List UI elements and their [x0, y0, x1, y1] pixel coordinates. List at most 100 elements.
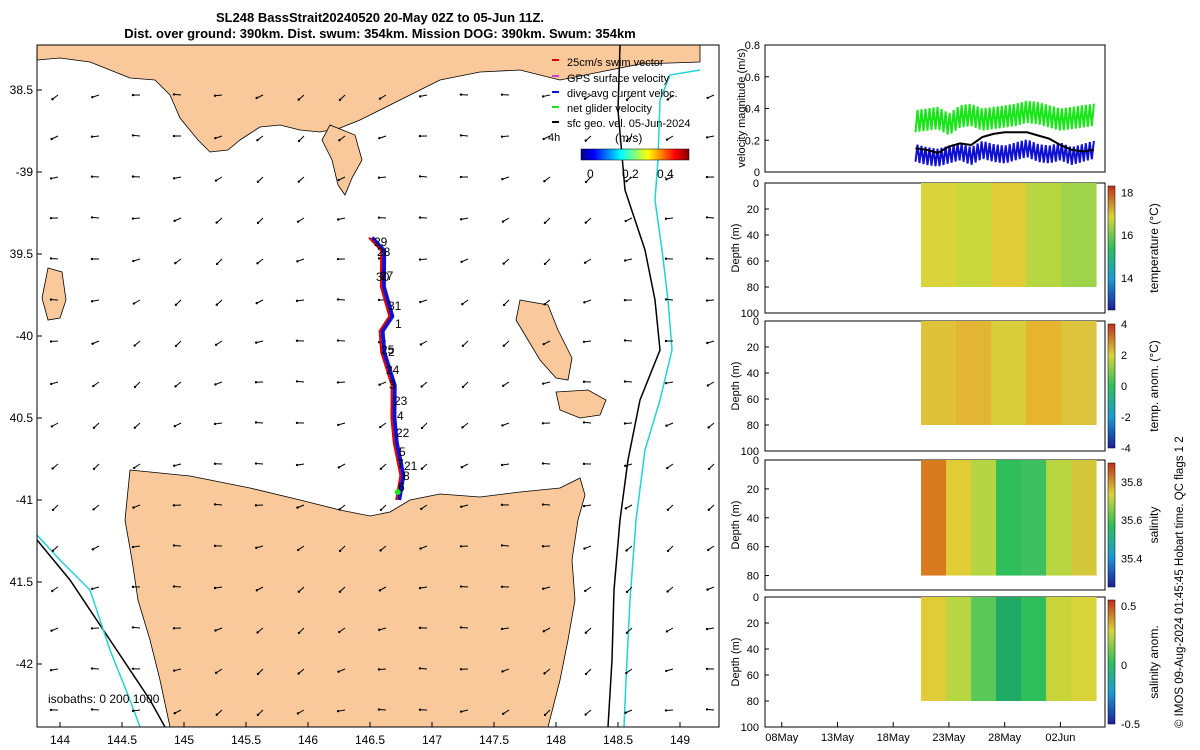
current-arrow-head [501, 712, 505, 716]
credit-text: © IMOS 09-Aug-2024 01:45:45 Hobart time.… [1174, 436, 1186, 728]
current-arrow-head [172, 177, 176, 180]
current-arrow-head [295, 421, 299, 425]
current-arrow-head [172, 627, 176, 630]
current-arrow-head [255, 301, 258, 305]
heatmap-cell [956, 183, 992, 287]
current-arrow-head [214, 343, 218, 347]
current-arrow-head [418, 258, 422, 261]
current-arrow-head [461, 302, 464, 306]
current-arrow-head [584, 589, 587, 593]
track-day-label: 28 [377, 245, 391, 259]
current-arrow-head [336, 218, 340, 221]
heatmap-colorbar [1107, 599, 1116, 725]
current-arrow-head [460, 466, 464, 469]
current-arrow-head [420, 507, 423, 511]
current-arrow-head [90, 135, 94, 138]
current-arrow-head [707, 508, 711, 511]
current-arrow-head [296, 712, 300, 715]
heatmap-ytick-label: 40 [747, 368, 759, 380]
current-arrow-head [542, 137, 545, 141]
current-arrow-head [665, 630, 669, 633]
current-arrow-head [295, 339, 299, 342]
heatmap-ytick-label: 0 [753, 592, 759, 604]
current-arrow-head [625, 631, 629, 634]
colorbar-tick-label: 35.6 [1121, 515, 1142, 527]
current-arrow-head [542, 630, 546, 633]
current-arrow-head [378, 137, 381, 140]
current-arrow-head [49, 340, 53, 343]
current-arrow-head [664, 339, 668, 343]
heatmap-cell [971, 460, 997, 576]
heatmap-ytick-label: 40 [747, 230, 759, 242]
track-day-label: 7 [397, 457, 404, 471]
current-arrow-head [500, 93, 504, 96]
vel-ytick-label: 0.6 [745, 72, 760, 84]
heatmap-ytick-label: 40 [747, 644, 759, 656]
current-arrow-head [459, 93, 463, 96]
heatmap-cell [996, 597, 1022, 701]
heatmap-cell [1021, 460, 1047, 576]
track-day-label: 21 [404, 459, 418, 473]
current-arrow-head [459, 545, 463, 548]
current-arrow-head [173, 669, 176, 672]
current-arrow-head [623, 380, 627, 383]
current-arrow-head [705, 667, 709, 671]
current-arrow-head [295, 463, 299, 467]
current-arrow-head [501, 384, 505, 388]
current-arrow-head [666, 590, 669, 593]
colorbar-tick-label: 0.5 [1121, 601, 1136, 613]
heatmap-ytick-label: 80 [747, 420, 759, 432]
current-arrow-head [213, 462, 217, 465]
current-arrow-head [459, 710, 463, 713]
heatmap-clabel: temp. anom. (°C) [1147, 340, 1161, 432]
heatmap-ytick-label: 0 [753, 316, 759, 328]
chart-title-line2: Dist. over ground: 390km. Dist. swum: 35… [124, 26, 636, 41]
current-arrow-head [501, 177, 504, 181]
colorbar-tick-label: 18 [1121, 187, 1133, 199]
current-arrow-head [172, 544, 176, 547]
current-arrow-head [255, 96, 258, 100]
current-arrow-head [624, 711, 627, 714]
current-arrow-head [215, 221, 218, 224]
current-arrow-head [707, 548, 710, 552]
current-arrow-head [624, 507, 628, 510]
track-day-label: 25 [381, 343, 395, 357]
isobath-200 [607, 45, 661, 727]
current-arrow-head [582, 462, 586, 466]
current-arrow-head [418, 586, 422, 590]
current-arrow-head [297, 590, 301, 593]
current-arrow-head [254, 381, 258, 384]
velocity-series-line [915, 131, 1095, 154]
current-arrow-head [255, 546, 258, 549]
velocity-colorbar [580, 148, 690, 161]
current-arrow-head [705, 175, 709, 179]
current-arrow-head [666, 98, 669, 101]
current-arrow-head [459, 134, 463, 137]
isobath-note: isobaths: 0 200 1000 [48, 692, 160, 706]
map-xtick-label: 147 [422, 733, 442, 747]
legend-item-swim-vector: 25cm/s swim vector [567, 57, 664, 69]
isobath-200-west [37, 539, 166, 727]
current-arrow-head [254, 341, 258, 344]
current-arrow-head [173, 711, 176, 715]
track-day-label: 22 [396, 426, 410, 440]
current-arrow-head [92, 426, 96, 429]
current-arrow-head [49, 708, 53, 712]
heatmap-colorbar [1107, 462, 1116, 588]
current-arrow-head [543, 262, 547, 266]
current-arrow-head [584, 672, 588, 676]
current-arrow-head [213, 503, 217, 506]
isobath-1000 [623, 69, 701, 727]
current-arrow-head [132, 506, 135, 509]
current-arrow-head [459, 218, 463, 221]
current-arrow-head [131, 175, 135, 178]
heatmap-cell [1071, 460, 1097, 576]
current-arrow-head [90, 667, 94, 670]
heatmap-ylabel: Depth (m) [730, 224, 742, 273]
map-ytick-label: 40.5 [10, 411, 34, 425]
current-arrow-head [459, 175, 463, 179]
velocity-series-line [914, 100, 1095, 135]
heatmap-cell [1046, 597, 1072, 701]
current-arrow-head [338, 508, 341, 511]
heatmap-ytick-label: 20 [747, 618, 759, 630]
